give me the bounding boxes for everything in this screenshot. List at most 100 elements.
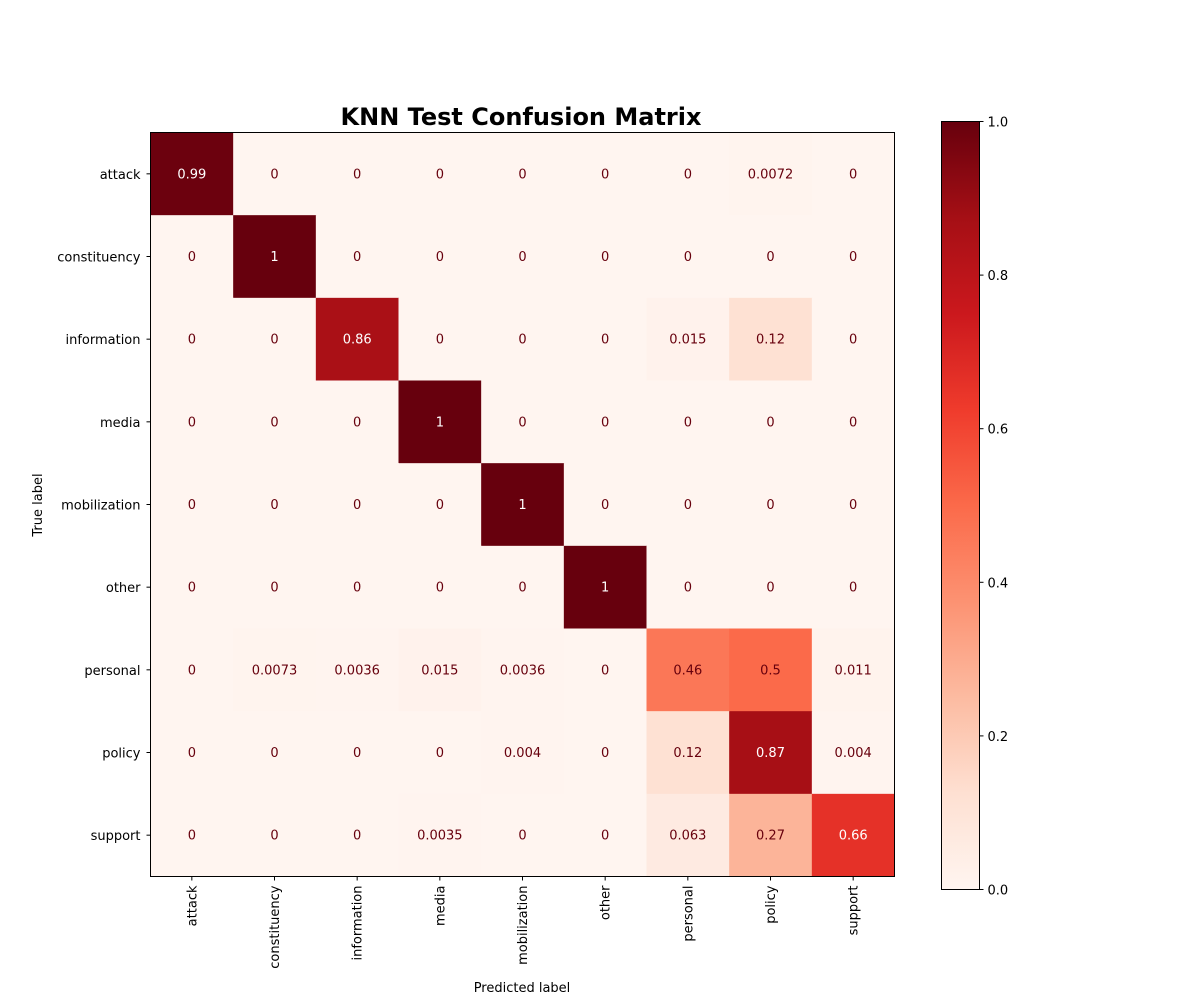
cell-value-label: 0 [353,829,361,844]
heatmap-cell [233,380,317,464]
cell-value-label: 0.5 [760,663,781,678]
cell-value-label: 0.86 [343,333,372,348]
y-axis-ticks: attack constituency information media mobili… [57,168,151,844]
heatmap-cell [315,793,399,877]
cell-value-labels: 0.99 0 0 0 0 0 0 0.0072 0 0 1 0 0 0 0 0 0 0 0 0 0.86 0 0 0 0.015… [177,167,871,843]
cell-value-label: 0 [353,498,361,513]
y-tick-label: constituency [57,251,141,266]
heatmap-cell [481,132,565,216]
cell-value-label: 0 [849,415,857,430]
heatmap-cell [646,628,730,712]
cell-value-label: 0 [188,663,196,678]
heatmap-cell [398,463,482,547]
cell-value-label: 0 [270,333,278,348]
heatmap-cell [646,545,730,629]
heatmap-cell [811,463,895,547]
cell-value-label: 0.011 [835,663,872,678]
heatmap-cell [646,793,730,877]
cell-value-label: 0.12 [673,746,702,761]
heatmap-cell [646,380,730,464]
cell-value-label: 0 [684,415,692,430]
cell-value-label: 1 [601,581,609,596]
heatmap-cell [646,297,730,381]
cell-value-label: 0 [684,167,692,182]
cell-value-label: 0 [436,581,444,596]
x-tick-label: policy [764,885,779,924]
cell-value-label: 0 [601,663,609,678]
cell-value-label: 0 [518,167,526,182]
y-tick-label: attack [100,168,141,183]
heatmap-cell [563,545,647,629]
cell-value-label: 0 [270,415,278,430]
cell-value-label: 0 [436,746,444,761]
heatmap-cell [729,793,813,877]
heatmap-cell [398,793,482,877]
x-tick-label: information [351,886,366,961]
heatmap-cell [315,297,399,381]
cell-value-label: 0 [353,250,361,265]
colorbar-tick-label: 0.8 [988,269,1009,284]
heatmap-cell [150,711,234,795]
cell-value-label: 0 [436,250,444,265]
heatmap-cell [481,215,565,299]
heatmap-cell [563,463,647,547]
cell-value-label: 0 [436,498,444,513]
heatmap-cell [150,132,234,216]
colorbar-tick-label: 0.2 [988,730,1009,745]
cell-value-label: 0 [188,829,196,844]
cell-value-label: 0.0073 [252,663,298,678]
heatmap-cell [233,628,317,712]
x-tick-label: support [847,886,862,936]
cell-value-label: 0 [270,581,278,596]
heatmap-cell [150,628,234,712]
heatmap-cell [811,545,895,629]
cell-value-label: 0 [684,581,692,596]
heatmap-cell [729,132,813,216]
cell-value-label: 0 [353,167,361,182]
cell-value-label: 0 [436,333,444,348]
heatmap-cell [233,793,317,877]
heatmap-cell [811,297,895,381]
heatmap-cell [315,215,399,299]
cell-value-label: 0.46 [673,663,702,678]
y-tick-label: policy [102,747,141,762]
heatmap-cell [150,215,234,299]
cell-value-label: 0 [766,498,774,513]
heatmap-cell [729,545,813,629]
heatmap-cell [315,463,399,547]
cell-value-label: 0 [849,581,857,596]
cell-value-label: 0.12 [756,333,785,348]
heatmap-cell [729,628,813,712]
x-axis-label: Predicted label [474,981,571,996]
cell-value-label: 0 [849,250,857,265]
cell-value-label: 0 [518,250,526,265]
heatmap-cell [563,711,647,795]
cell-value-label: 0.0035 [417,829,463,844]
y-tick-label: personal [84,664,140,679]
heatmap-cell [481,297,565,381]
heatmap-cell [315,132,399,216]
cell-value-label: 0 [270,829,278,844]
cell-value-label: 0.0072 [748,167,794,182]
cell-value-label: 0 [601,333,609,348]
heatmap-cell [233,215,317,299]
heatmap-cell [646,463,730,547]
heatmap-cell [481,711,565,795]
heatmap-cell [150,380,234,464]
cell-value-label: 0.004 [835,746,872,761]
heatmap-cell [315,628,399,712]
heatmap-cell [150,463,234,547]
cell-value-label: 0.87 [756,746,785,761]
cell-value-label: 0 [270,167,278,182]
cell-value-label: 1 [270,250,278,265]
y-tick-label: information [65,333,140,348]
cell-value-label: 0 [188,498,196,513]
cell-value-label: 0 [601,415,609,430]
colorbar [941,121,980,890]
heatmap-cell [315,711,399,795]
cell-value-label: 0 [766,250,774,265]
heatmap-cell [729,297,813,381]
heatmap-cell [811,628,895,712]
colorbar-tick-label: 0.0 [988,884,1009,899]
heatmap-cell [563,297,647,381]
